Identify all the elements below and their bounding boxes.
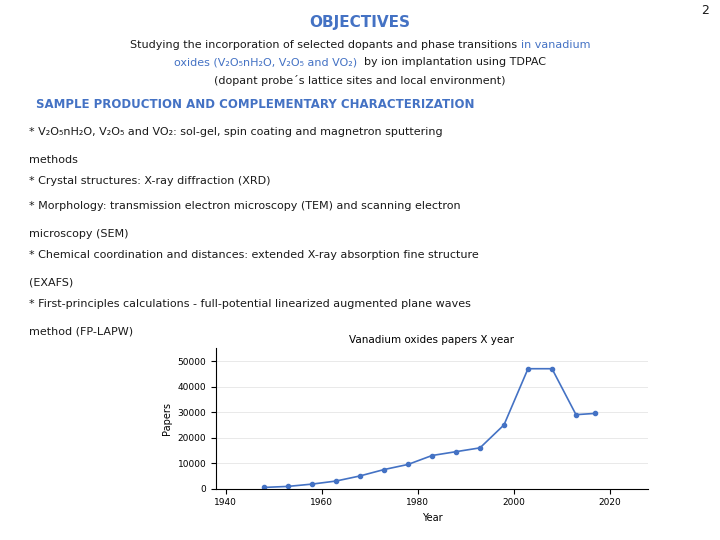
- Text: microscopy (SEM): microscopy (SEM): [29, 229, 128, 239]
- Text: in vanadium: in vanadium: [521, 40, 590, 50]
- Text: SAMPLE PRODUCTION AND COMPLEMENTARY CHARACTERIZATION: SAMPLE PRODUCTION AND COMPLEMENTARY CHAR…: [36, 98, 474, 111]
- Text: (dopant probe´s lattice sites and local environment): (dopant probe´s lattice sites and local …: [215, 75, 505, 86]
- Text: by ion implantation using TDPAC: by ion implantation using TDPAC: [357, 57, 546, 68]
- Text: methods: methods: [29, 155, 78, 165]
- Text: OBJECTIVES: OBJECTIVES: [310, 15, 410, 30]
- X-axis label: Year: Year: [422, 513, 442, 523]
- Text: * Morphology: transmission electron microscopy (TEM) and scanning electron: * Morphology: transmission electron micr…: [29, 201, 460, 211]
- Text: 2: 2: [701, 4, 709, 17]
- Text: Proposal Presentation: Proposal Presentation: [22, 515, 161, 525]
- Text: Studying the incorporation of selected dopants and phase transitions: Studying the incorporation of selected d…: [130, 40, 521, 50]
- Text: * Chemical coordination and distances: extended X-ray absorption fine structure: * Chemical coordination and distances: e…: [29, 250, 479, 260]
- Text: * Crystal structures: X-ray diffraction (XRD): * Crystal structures: X-ray diffraction …: [29, 177, 270, 186]
- Text: CERN-INTC-2017-086   Dr. Robinson A. dos Santos   08.11.2017 - IPEN: CERN-INTC-2017-086 Dr. Robinson A. dos S…: [155, 515, 543, 525]
- Text: (EXAFS): (EXAFS): [29, 278, 73, 288]
- Text: * V₂O₅nH₂O, V₂O₅ and VO₂: sol-gel, spin coating and magnetron sputtering: * V₂O₅nH₂O, V₂O₅ and VO₂: sol-gel, spin …: [29, 127, 442, 137]
- Text: method (FP-LAPW): method (FP-LAPW): [29, 327, 133, 336]
- Text: * First-principles calculations - full-potential linearized augmented plane wave: * First-principles calculations - full-p…: [29, 299, 471, 309]
- Text: oxides (V₂O₅nH₂O, V₂O₅ and VO₂): oxides (V₂O₅nH₂O, V₂O₅ and VO₂): [174, 57, 357, 68]
- Y-axis label: Papers: Papers: [162, 402, 172, 435]
- Title: Vanadium oxides papers X year: Vanadium oxides papers X year: [349, 335, 515, 345]
